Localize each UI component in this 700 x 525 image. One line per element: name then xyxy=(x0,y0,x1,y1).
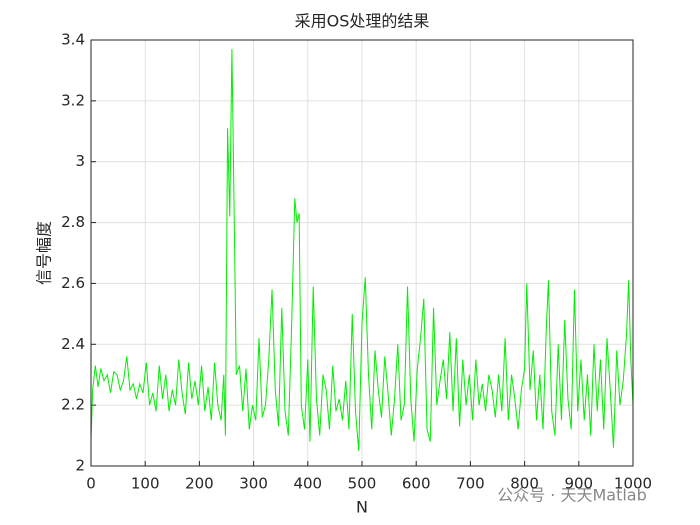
y-tick-label: 2.4 xyxy=(61,335,85,353)
x-tick-label: 300 xyxy=(239,475,268,493)
x-tick-label: 100 xyxy=(131,475,160,493)
y-axis-label: 信号幅度 xyxy=(35,221,54,285)
x-tick-label: 600 xyxy=(402,475,431,493)
x-tick-label: 500 xyxy=(348,475,377,493)
y-tick-label: 2.2 xyxy=(61,396,85,414)
x-tick-label: 400 xyxy=(293,475,322,493)
y-tick-label: 3.4 xyxy=(61,31,85,49)
x-axis-label: N xyxy=(356,498,368,517)
y-tick-label: 3.2 xyxy=(61,91,85,109)
data-line xyxy=(90,49,634,451)
y-tick-label: 2.8 xyxy=(61,213,85,231)
y-tick-label: 2 xyxy=(75,457,85,475)
x-tick-label: 900 xyxy=(564,475,593,493)
watermark: 公众号 · 天天Matlab xyxy=(497,486,647,505)
x-tick-label: 800 xyxy=(510,475,539,493)
x-tick-label: 200 xyxy=(185,475,214,493)
y-tick-label: 3 xyxy=(75,152,85,170)
x-tick-label: 0 xyxy=(86,475,96,493)
x-tick-label: 1000 xyxy=(614,475,652,493)
x-tick-label: 700 xyxy=(456,475,485,493)
chart-title: 采用OS处理的结果 xyxy=(295,12,430,31)
axes-box xyxy=(90,39,634,467)
y-tick-label: 2.6 xyxy=(61,274,85,292)
